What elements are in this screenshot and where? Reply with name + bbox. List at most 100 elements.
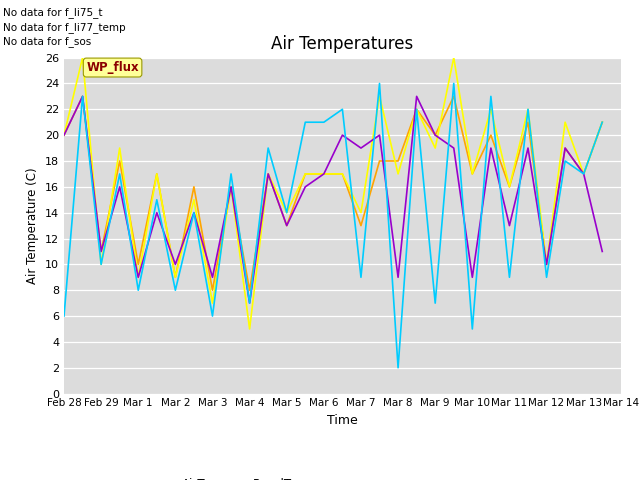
PanelTemp xyxy=(209,300,216,306)
AirT xyxy=(209,288,216,293)
AirT xyxy=(450,94,458,99)
AM25T_PRT xyxy=(97,262,105,267)
AM25T_PRT xyxy=(598,120,606,125)
AirT xyxy=(561,145,569,151)
NR01_PRT xyxy=(209,275,216,280)
AM25T_PRT xyxy=(264,145,272,151)
NR01_PRT xyxy=(60,132,68,138)
PanelTemp xyxy=(172,275,179,280)
NR01_PRT xyxy=(506,223,513,228)
Text: No data for f_li77_temp: No data for f_li77_temp xyxy=(3,22,126,33)
PanelTemp xyxy=(450,55,458,60)
Line: PanelTemp: PanelTemp xyxy=(64,58,602,329)
AirT xyxy=(468,171,476,177)
NR01_PRT xyxy=(376,132,383,138)
PanelTemp xyxy=(376,94,383,99)
AM25T_PRT xyxy=(172,288,179,293)
AM25T_PRT xyxy=(431,300,439,306)
PanelTemp xyxy=(301,171,309,177)
NR01_PRT xyxy=(172,262,179,267)
NR01_PRT xyxy=(524,145,532,151)
NR01_PRT xyxy=(246,300,253,306)
PanelTemp xyxy=(413,107,420,112)
PanelTemp xyxy=(60,132,68,138)
PanelTemp xyxy=(320,171,328,177)
AirT xyxy=(79,94,86,99)
Text: WP_flux: WP_flux xyxy=(86,61,139,74)
NR01_PRT xyxy=(190,210,198,216)
AM25T_PRT xyxy=(506,275,513,280)
AM25T_PRT xyxy=(209,313,216,319)
NR01_PRT xyxy=(394,275,402,280)
Legend: AirT, PanelTemp, NR01_PRT, AM25T_PRT: AirT, PanelTemp, NR01_PRT, AM25T_PRT xyxy=(142,473,543,480)
PanelTemp xyxy=(283,210,291,216)
PanelTemp xyxy=(339,171,346,177)
PanelTemp xyxy=(357,210,365,216)
NR01_PRT xyxy=(543,262,550,267)
AM25T_PRT xyxy=(524,107,532,112)
AirT xyxy=(116,158,124,164)
Line: AM25T_PRT: AM25T_PRT xyxy=(64,84,602,368)
PanelTemp xyxy=(543,262,550,267)
AirT xyxy=(413,107,420,112)
PanelTemp xyxy=(190,197,198,203)
AirT xyxy=(246,288,253,293)
Line: AirT: AirT xyxy=(64,96,602,290)
PanelTemp xyxy=(431,145,439,151)
NR01_PRT xyxy=(339,132,346,138)
PanelTemp xyxy=(116,145,124,151)
NR01_PRT xyxy=(301,184,309,190)
AirT xyxy=(394,158,402,164)
NR01_PRT xyxy=(431,132,439,138)
Title: Air Temperatures: Air Temperatures xyxy=(271,35,413,53)
NR01_PRT xyxy=(450,145,458,151)
Y-axis label: Air Temperature (C): Air Temperature (C) xyxy=(26,168,39,284)
AM25T_PRT xyxy=(357,275,365,280)
AirT xyxy=(283,223,291,228)
PanelTemp xyxy=(153,171,161,177)
AirT xyxy=(264,171,272,177)
AirT xyxy=(134,262,142,267)
PanelTemp xyxy=(227,184,235,190)
PanelTemp xyxy=(580,171,588,177)
AirT xyxy=(301,171,309,177)
NR01_PRT xyxy=(79,94,86,99)
PanelTemp xyxy=(468,171,476,177)
AirT xyxy=(357,223,365,228)
NR01_PRT xyxy=(487,145,495,151)
AirT xyxy=(431,132,439,138)
PanelTemp xyxy=(79,55,86,60)
AirT xyxy=(153,171,161,177)
AM25T_PRT xyxy=(339,107,346,112)
NR01_PRT xyxy=(580,171,588,177)
AM25T_PRT xyxy=(301,120,309,125)
PanelTemp xyxy=(394,171,402,177)
AirT xyxy=(60,132,68,138)
AM25T_PRT xyxy=(394,365,402,371)
NR01_PRT xyxy=(227,184,235,190)
PanelTemp xyxy=(524,107,532,112)
AirT xyxy=(227,184,235,190)
NR01_PRT xyxy=(116,184,124,190)
NR01_PRT xyxy=(561,145,569,151)
AM25T_PRT xyxy=(487,94,495,99)
Text: No data for f_li75_t: No data for f_li75_t xyxy=(3,7,102,18)
AirT xyxy=(598,120,606,125)
AM25T_PRT xyxy=(60,313,68,319)
PanelTemp xyxy=(598,120,606,125)
AirT xyxy=(376,158,383,164)
NR01_PRT xyxy=(97,249,105,254)
AM25T_PRT xyxy=(468,326,476,332)
PanelTemp xyxy=(506,184,513,190)
NR01_PRT xyxy=(468,275,476,280)
AM25T_PRT xyxy=(153,197,161,203)
AirT xyxy=(580,171,588,177)
AM25T_PRT xyxy=(246,300,253,306)
X-axis label: Time: Time xyxy=(327,414,358,427)
AirT xyxy=(339,171,346,177)
AM25T_PRT xyxy=(450,81,458,86)
AM25T_PRT xyxy=(116,171,124,177)
PanelTemp xyxy=(97,262,105,267)
NR01_PRT xyxy=(283,223,291,228)
NR01_PRT xyxy=(264,171,272,177)
